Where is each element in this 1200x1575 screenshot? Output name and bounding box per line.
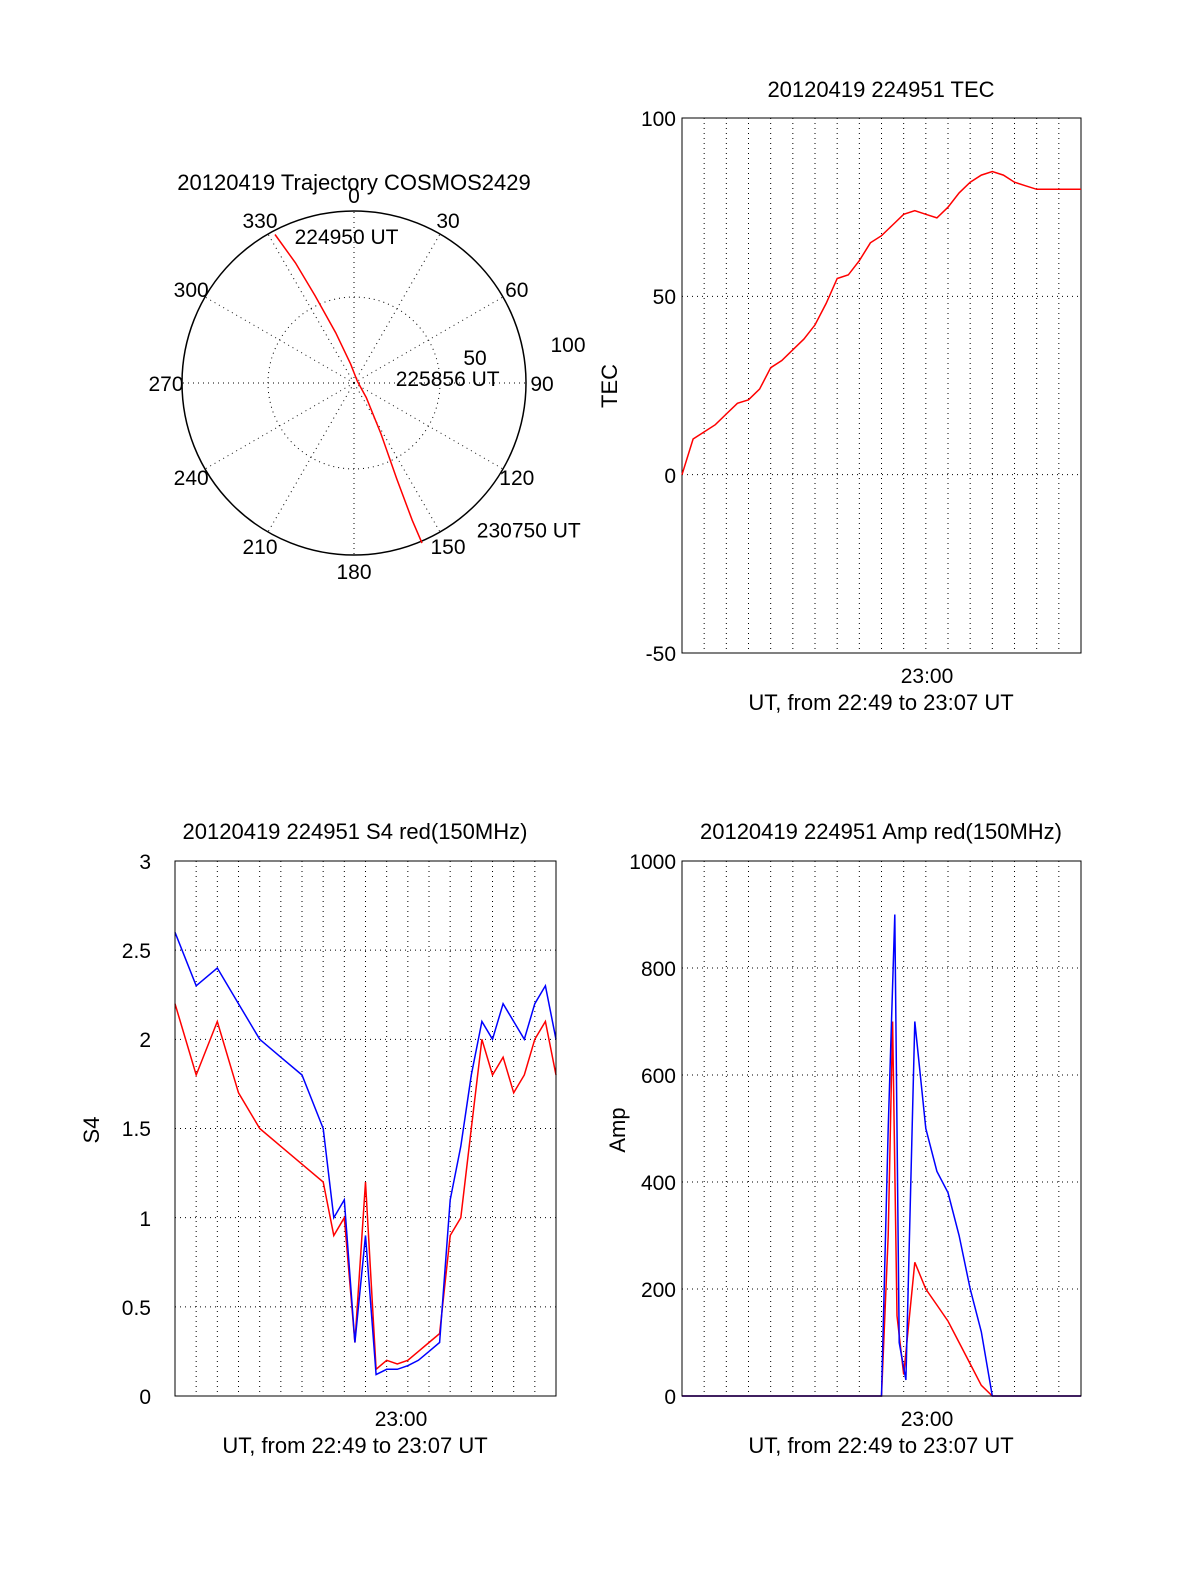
amp-ytick-0: 0 [664,1386,676,1409]
tec-title: 20120419 224951 TEC [767,77,994,102]
satellite-track-line [274,234,423,544]
tec-ytick-50: 50 [653,286,676,309]
polar-angle-label: 150 [430,536,465,559]
amp-ytick-800: 800 [641,958,676,981]
amp-frame [681,860,1082,1397]
tec-ytick-100: 100 [641,108,676,131]
polar-angle-label: 270 [148,373,183,396]
tec-ylabel: TEC [597,364,622,408]
data-series-line [682,1021,1081,1397]
data-series-line [681,170,1081,475]
amp-ytick-400: 400 [641,1172,676,1195]
polar-angle-label: 240 [174,467,209,490]
track-mid-label: 225856 UT [396,368,500,391]
tec-ytick-minus50: -50 [646,643,676,666]
s4-ytick-0: 0 [139,1386,151,1409]
s4-xtick-2300: 23:00 [375,1408,428,1431]
tec-xlabel: UT, from 22:49 to 23:07 UT [748,690,1013,715]
radial-label-100: 100 [550,334,585,357]
s4-ylabel: S4 [79,1117,104,1144]
tec-chart: 20120419 224951 TEC 100 50 0 -50 TEC 23:… [597,77,1082,715]
tec-frame [681,117,1082,654]
amp-xtick-2300: 23:00 [901,1408,954,1431]
data-series-line [174,932,557,1376]
polar-angle-label: 0 [348,185,360,208]
s4-ytick-3: 3 [139,851,151,874]
s4-title: 20120419 224951 S4 red(150MHz) [183,819,528,844]
s4-xlabel: UT, from 22:49 to 23:07 UT [222,1433,487,1458]
amp-xlabel: UT, from 22:49 to 23:07 UT [748,1433,1013,1458]
s4-chart: 20120419 224951 S4 red(150MHz) 3 2.5 2 1… [79,819,557,1458]
polar-angle-label: 90 [530,373,553,396]
polar-angle-label: 300 [174,279,209,302]
s4-ytick-2-5: 2.5 [122,940,151,963]
s4-grid [175,861,556,1396]
polar-angle-label: 210 [242,536,277,559]
s4-frame [174,860,557,1397]
track-end-label: 230750 UT [477,519,581,542]
tec-ytick-0: 0 [664,465,676,488]
polar-angle-labels: 0 30 60 90 120 150 180 210 240 270 300 330 [148,185,553,584]
polar-spoke [204,382,355,470]
polar-spoke [267,233,355,384]
polar-title: 20120419 Trajectory COSMOS2429 [177,170,530,195]
amp-ytick-1000: 1000 [629,851,676,874]
polar-angle-label: 330 [242,210,277,233]
amp-title: 20120419 224951 Amp red(150MHz) [700,819,1062,844]
polar-outer-circle [181,210,527,556]
amp-chart: 20120419 224951 Amp red(150MHz) 1000 800… [605,819,1082,1458]
polar-angle-label: 60 [505,279,528,302]
amp-ytick-200: 200 [641,1279,676,1302]
amp-ylabel: Amp [605,1107,630,1152]
polar-spokes [182,211,526,555]
polar-spoke [353,382,504,470]
polar-spoke [353,382,441,533]
data-series-line [174,1003,557,1371]
tec-xtick-2300: 23:00 [901,665,954,688]
amp-grid [682,861,1081,1396]
polar-spoke [353,296,504,384]
s4-ytick-1-5: 1.5 [122,1118,151,1141]
polar-trajectory-chart: 20120419 Trajectory COSMOS2429 0 30 60 90 12… [148,170,585,584]
amp-ytick-600: 600 [641,1065,676,1088]
polar-spoke [353,233,441,384]
polar-angle-label: 30 [436,210,459,233]
polar-angle-label: 120 [499,467,534,490]
s4-series [174,932,557,1376]
s4-ytick-0-5: 0.5 [122,1297,151,1320]
radial-label-50: 50 [463,347,486,370]
tec-grid [682,118,1081,653]
polar-spoke [204,296,355,384]
track-start-label: 224950 UT [295,226,399,249]
polar-spoke [267,382,355,533]
tec-series [681,170,1081,475]
polar-angle-label: 180 [336,561,371,584]
s4-ytick-1: 1 [139,1208,151,1231]
s4-ytick-2: 2 [139,1029,151,1052]
